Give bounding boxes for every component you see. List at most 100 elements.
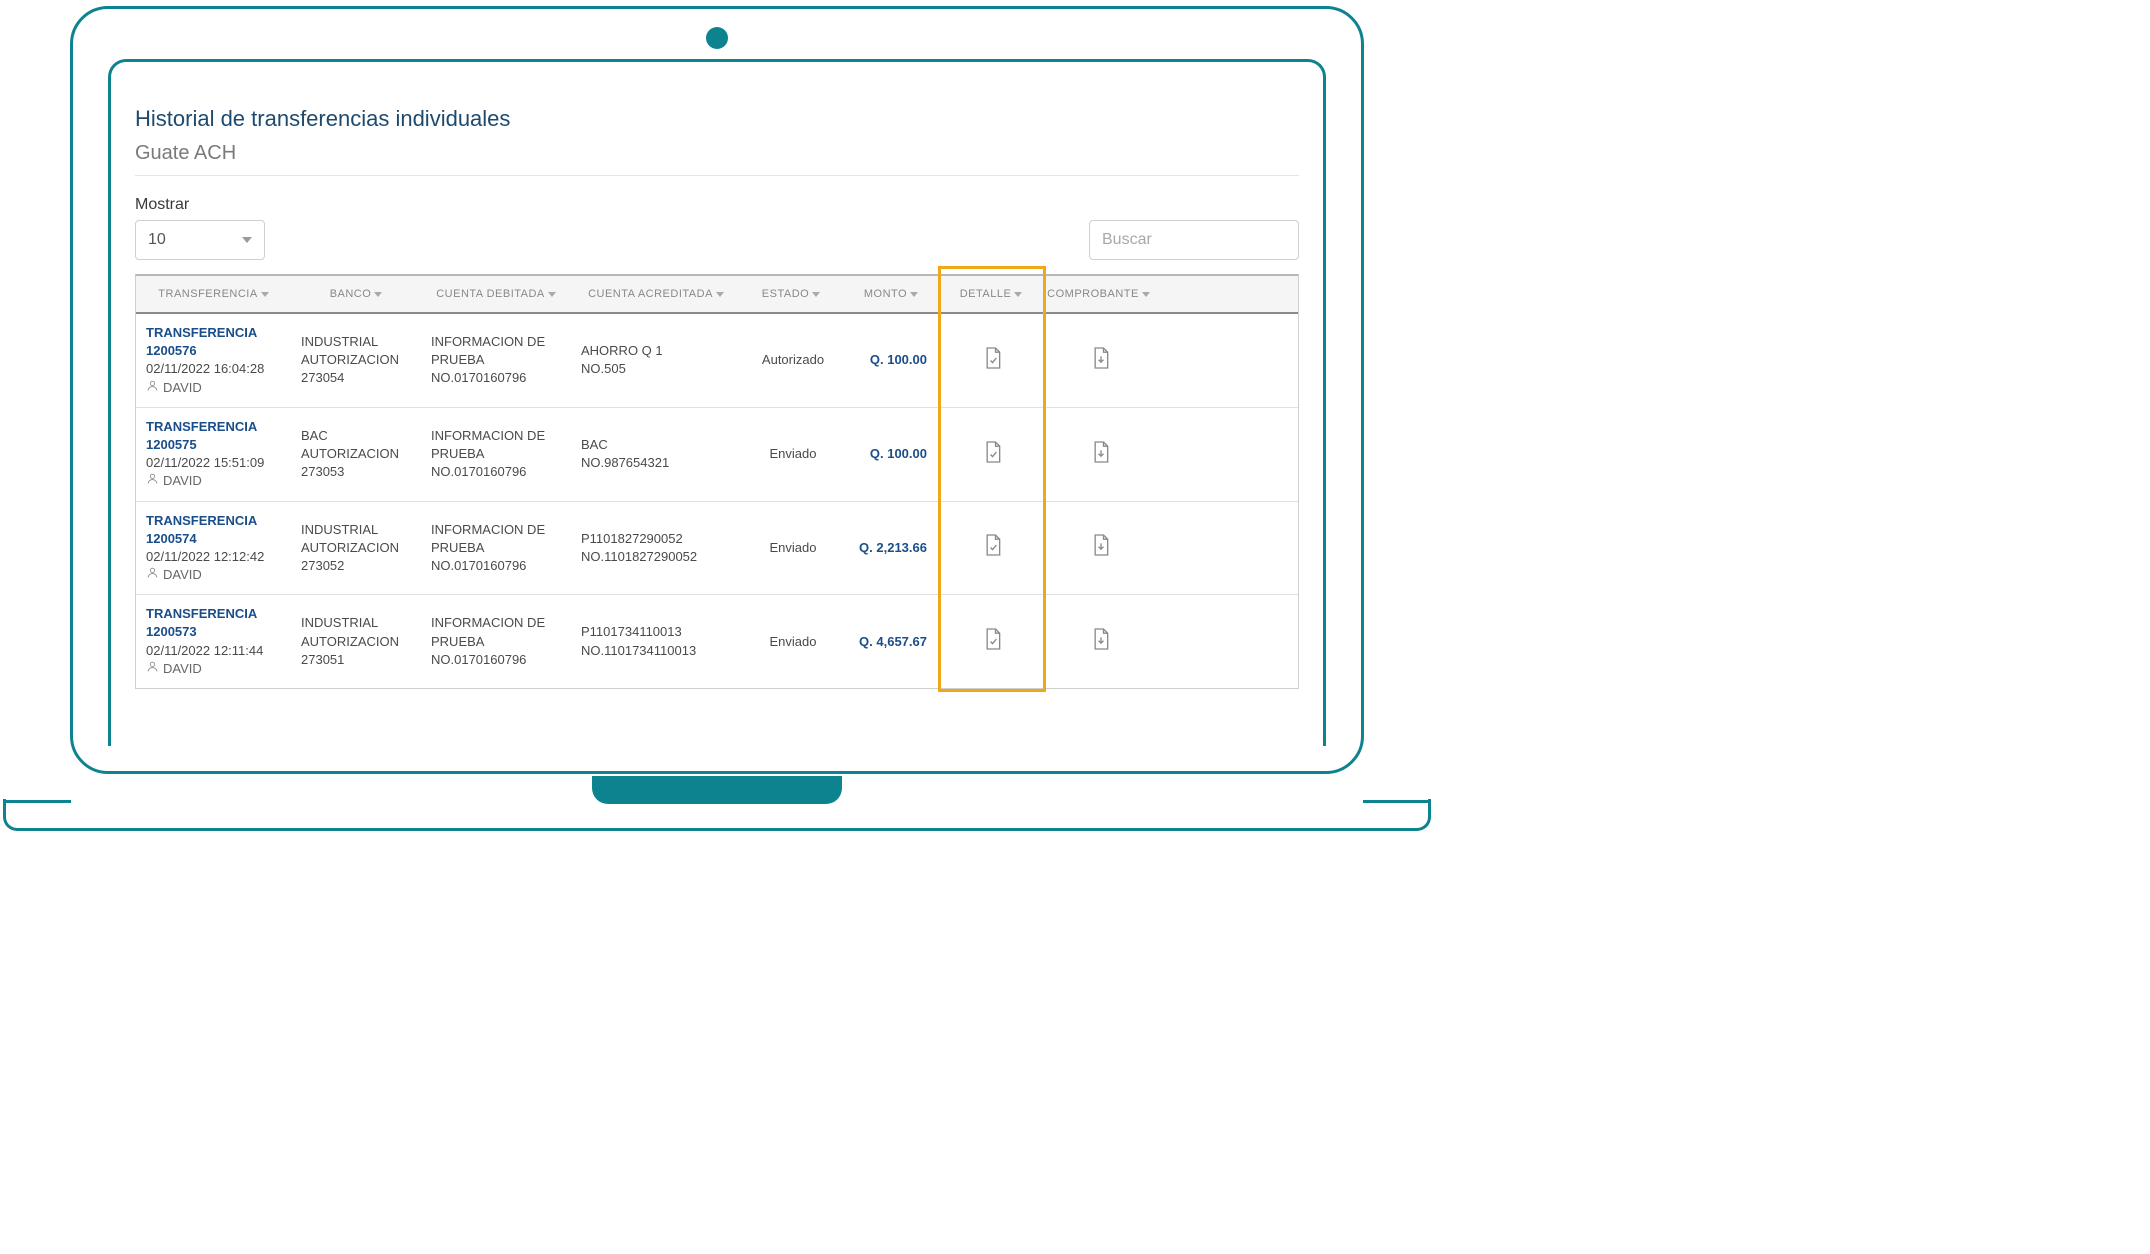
cell-cuenta-debitada: INFORMACION DEPRUEBANO.0170160796 (421, 604, 571, 679)
trackpad-notch (592, 776, 842, 804)
cell-monto: Q. 100.00 (841, 435, 941, 473)
cell-cuenta-acreditada: AHORRO Q 1NO.505 (571, 332, 741, 388)
screen: Historial de transferencias individuales… (108, 59, 1326, 746)
transfers-table: TRANSFERENCIA BANCO CUENTA DEBITADA CUEN… (135, 274, 1299, 689)
transfer-timestamp: 02/11/2022 16:04:28 (146, 360, 285, 378)
download-receipt-button[interactable] (1091, 442, 1111, 466)
col-header-monto[interactable]: MONTO (841, 280, 941, 308)
laptop-frame: Historial de transferencias individuales… (70, 6, 1364, 774)
col-header-transferencia[interactable]: TRANSFERENCIA (136, 280, 291, 308)
sort-icon (1014, 292, 1022, 297)
cell-comprobante (1041, 338, 1156, 382)
sort-icon (374, 292, 382, 297)
transfer-timestamp: 02/11/2022 15:51:09 (146, 454, 285, 472)
table-row: TRANSFERENCIA 120057602/11/2022 16:04:28… (136, 314, 1298, 408)
table-row: TRANSFERENCIA 120057302/11/2022 12:11:44… (136, 595, 1298, 688)
document-download-icon (1091, 627, 1111, 656)
sort-icon (910, 292, 918, 297)
download-receipt-button[interactable] (1091, 536, 1111, 560)
cell-cuenta-acreditada: P1101734110013NO.1101734110013 (571, 613, 741, 669)
cell-banco: INDUSTRIALAUTORIZACION273051 (291, 604, 421, 679)
cell-banco: INDUSTRIALAUTORIZACION273054 (291, 323, 421, 398)
page-subtitle: Guate ACH (135, 142, 1299, 176)
transfer-user: DAVID (146, 566, 285, 584)
user-icon (146, 660, 159, 678)
cell-monto: Q. 2,213.66 (841, 529, 941, 567)
cell-monto: Q. 100.00 (841, 341, 941, 379)
cell-transferencia: TRANSFERENCIA 120057502/11/2022 15:51:09… (136, 408, 291, 501)
cell-estado: Enviado (741, 529, 841, 567)
sort-icon (261, 292, 269, 297)
user-icon (146, 379, 159, 397)
document-check-icon (983, 533, 1003, 562)
controls-row: Mostrar 10 (135, 196, 1299, 260)
cell-cuenta-debitada: INFORMACION DEPRUEBANO.0170160796 (421, 511, 571, 586)
transfer-user: DAVID (146, 472, 285, 490)
cell-cuenta-debitada: INFORMACION DEPRUEBANO.0170160796 (421, 417, 571, 492)
cell-estado: Enviado (741, 623, 841, 661)
cell-banco: BACAUTORIZACION273053 (291, 417, 421, 492)
col-header-detalle[interactable]: DETALLE (941, 280, 1041, 308)
document-download-icon (1091, 440, 1111, 469)
document-check-icon (983, 627, 1003, 656)
show-select[interactable]: 10 (135, 220, 265, 260)
user-icon (146, 472, 159, 490)
chevron-down-icon (242, 237, 252, 243)
col-header-estado[interactable]: ESTADO (741, 280, 841, 308)
download-receipt-button[interactable] (1091, 348, 1111, 372)
cell-cuenta-acreditada: BACNO.987654321 (571, 426, 741, 482)
transfer-user: DAVID (146, 660, 285, 678)
col-header-cuenta-debitada[interactable]: CUENTA DEBITADA (421, 280, 571, 308)
col-header-cuenta-acreditada[interactable]: CUENTA ACREDITADA (571, 280, 741, 308)
transfer-timestamp: 02/11/2022 12:12:42 (146, 548, 285, 566)
cell-transferencia: TRANSFERENCIA 120057302/11/2022 12:11:44… (136, 595, 291, 688)
sort-icon (1142, 292, 1150, 297)
cell-detalle (941, 338, 1041, 382)
document-check-icon (983, 346, 1003, 375)
document-download-icon (1091, 346, 1111, 375)
detail-button[interactable] (983, 348, 1003, 372)
cell-detalle (941, 432, 1041, 476)
table-row: TRANSFERENCIA 120057502/11/2022 15:51:09… (136, 408, 1298, 502)
cell-estado: Autorizado (741, 341, 841, 379)
sort-icon (716, 292, 724, 297)
app-content: Historial de transferencias individuales… (111, 62, 1323, 746)
cell-cuenta-acreditada: P1101827290052NO.1101827290052 (571, 520, 741, 576)
table-header: TRANSFERENCIA BANCO CUENTA DEBITADA CUEN… (136, 276, 1298, 314)
cell-detalle (941, 620, 1041, 664)
cell-comprobante (1041, 432, 1156, 476)
cell-transferencia: TRANSFERENCIA 120057602/11/2022 16:04:28… (136, 314, 291, 407)
transfer-link[interactable]: TRANSFERENCIA 1200576 (146, 324, 285, 360)
document-check-icon (983, 440, 1003, 469)
detail-button[interactable] (983, 442, 1003, 466)
cell-comprobante (1041, 620, 1156, 664)
search-input[interactable] (1089, 220, 1299, 260)
sort-icon (548, 292, 556, 297)
document-download-icon (1091, 533, 1111, 562)
transfer-user: DAVID (146, 379, 285, 397)
transfer-link[interactable]: TRANSFERENCIA 1200575 (146, 418, 285, 454)
col-header-banco[interactable]: BANCO (291, 280, 421, 308)
transfer-link[interactable]: TRANSFERENCIA 1200573 (146, 605, 285, 641)
transfer-link[interactable]: TRANSFERENCIA 1200574 (146, 512, 285, 548)
cell-monto: Q. 4,657.67 (841, 623, 941, 661)
cell-estado: Enviado (741, 435, 841, 473)
page-title: Historial de transferencias individuales (135, 106, 1299, 132)
show-select-value: 10 (148, 231, 166, 249)
table-row: TRANSFERENCIA 120057402/11/2022 12:12:42… (136, 502, 1298, 596)
show-group: Mostrar 10 (135, 196, 265, 260)
sort-icon (812, 292, 820, 297)
cell-detalle (941, 526, 1041, 570)
col-header-comprobante[interactable]: COMPROBANTE (1041, 280, 1156, 308)
show-label: Mostrar (135, 196, 265, 214)
cell-banco: INDUSTRIALAUTORIZACION273052 (291, 511, 421, 586)
transfer-timestamp: 02/11/2022 12:11:44 (146, 642, 285, 660)
table-body: TRANSFERENCIA 120057602/11/2022 16:04:28… (136, 314, 1298, 688)
detail-button[interactable] (983, 536, 1003, 560)
user-icon (146, 566, 159, 584)
detail-button[interactable] (983, 630, 1003, 654)
download-receipt-button[interactable] (1091, 630, 1111, 654)
cell-comprobante (1041, 526, 1156, 570)
camera-icon (706, 27, 728, 49)
cell-cuenta-debitada: INFORMACION DEPRUEBANO.0170160796 (421, 323, 571, 398)
